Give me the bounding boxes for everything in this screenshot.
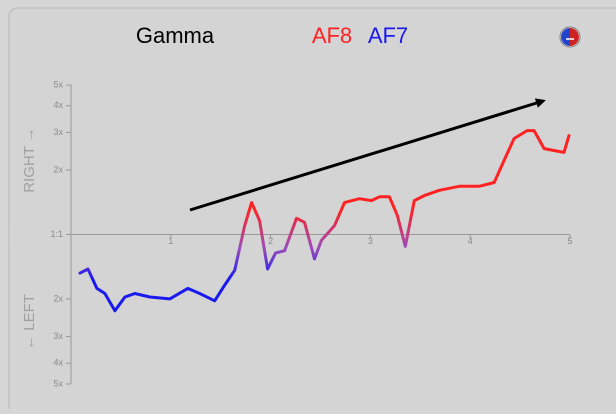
x-tick-label: 4 xyxy=(468,236,473,246)
chart-title: Gamma xyxy=(136,23,215,48)
x-tick-label: 3 xyxy=(368,236,373,246)
panel xyxy=(8,7,616,414)
brain-icon[interactable] xyxy=(559,26,581,48)
legend-entry: AF7 xyxy=(368,23,408,48)
y-axis-label: RIGHT → xyxy=(21,127,38,193)
y-tick-label: 3x xyxy=(53,331,63,341)
legend-entry: AF8 xyxy=(312,23,352,48)
y-axis-label: ← LEFT xyxy=(21,294,38,350)
y-tick-label: 3x xyxy=(53,127,63,137)
x-tick-label: 2 xyxy=(268,236,273,246)
y-tick-label: 4x xyxy=(53,358,63,368)
y-tick-label: 2x xyxy=(53,164,63,174)
x-tick-label: 5 xyxy=(567,236,572,246)
data-line xyxy=(78,129,571,313)
y-tick-label: 4x xyxy=(53,100,63,110)
y-tick-label: 5x xyxy=(53,79,63,89)
y-tick-label: 1:1 xyxy=(50,229,63,239)
y-tick-label: 5x xyxy=(53,378,63,388)
y-tick-label: 2x xyxy=(53,293,63,303)
trend-arrow xyxy=(189,98,546,212)
x-tick-label: 1 xyxy=(168,236,173,246)
